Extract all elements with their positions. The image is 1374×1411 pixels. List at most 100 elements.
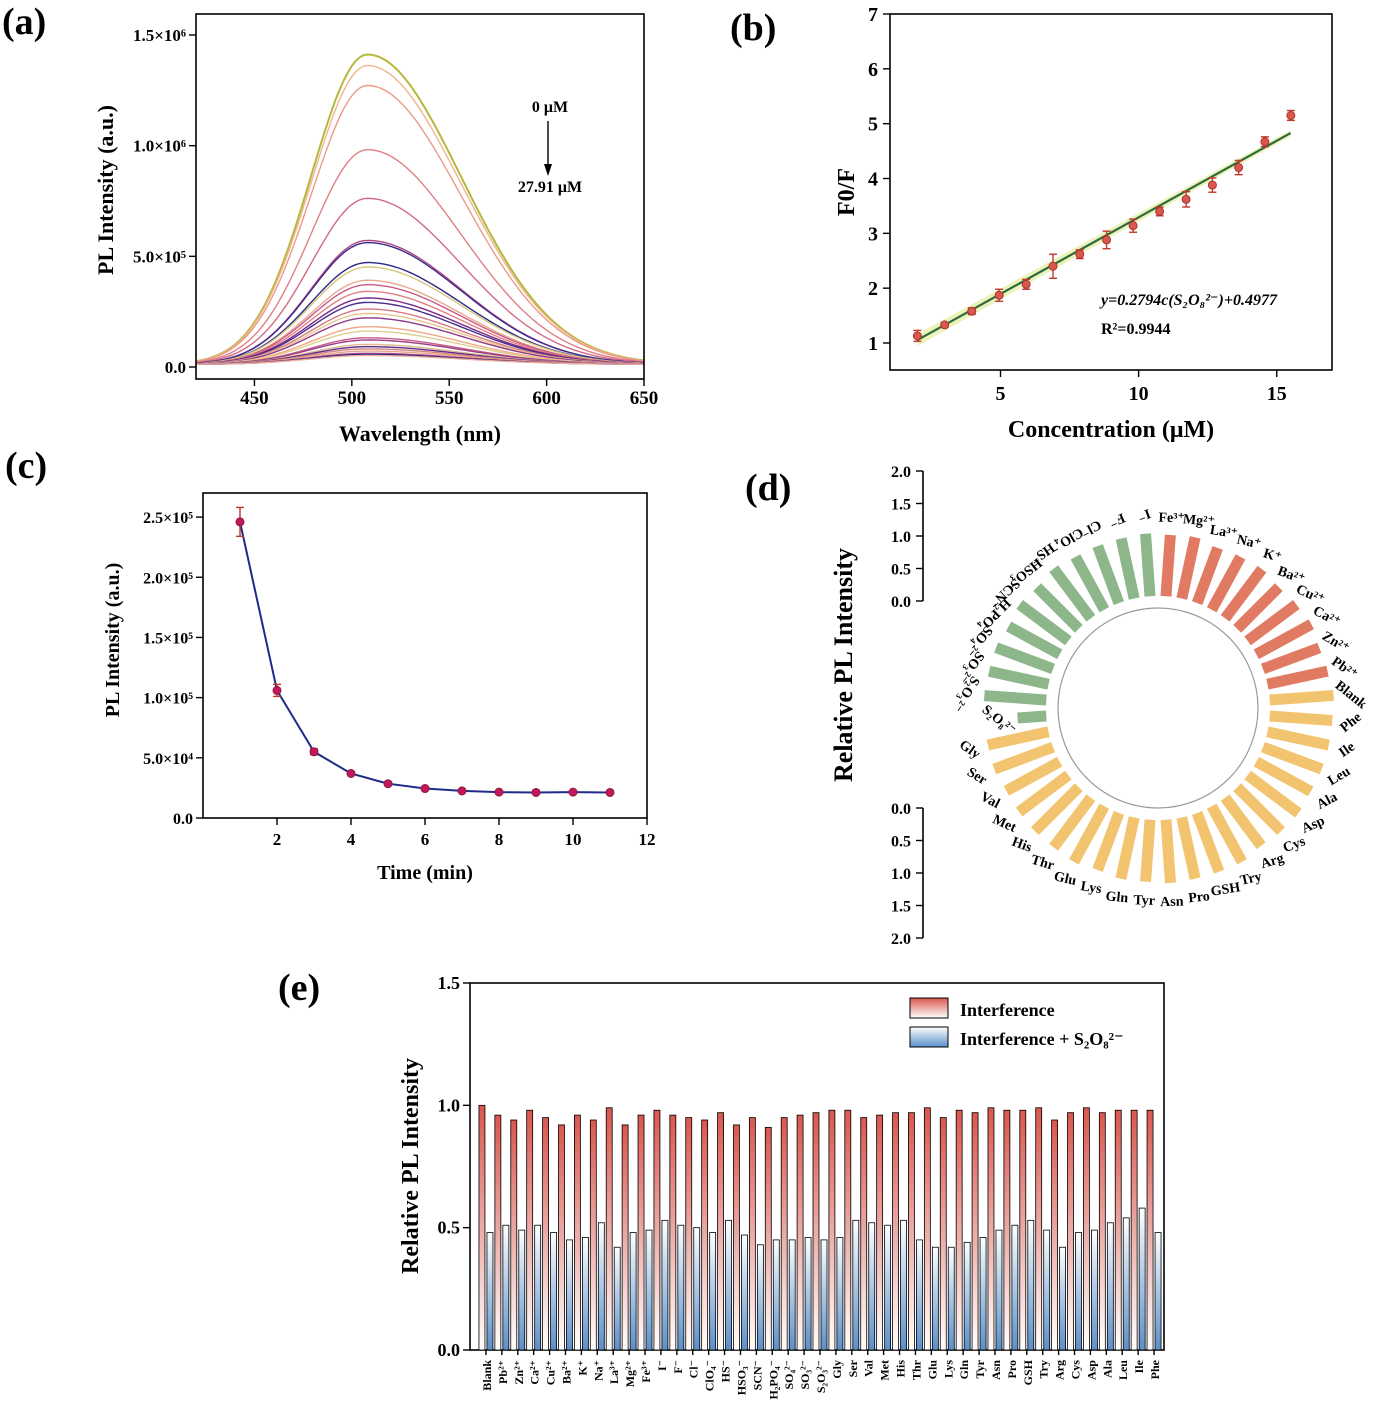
panel-e-category-label-11: I⁻ [655, 1360, 669, 1371]
panel-e-bar-interference-16 [733, 1124, 740, 1351]
panel-d-label-12: Ile [1337, 740, 1358, 761]
panel-d-bar-28 [1015, 770, 1072, 817]
panel-e-bar-interference-38 [1083, 1107, 1090, 1351]
panel-e-bar-interference-17 [748, 1117, 756, 1351]
panel-e-category-label-7: Na⁺ [591, 1360, 605, 1381]
panel-d-bar-11 [1269, 710, 1333, 726]
panel-e-bar-interference-8 [605, 1107, 613, 1351]
panel-b-ytick-label-5: 6 [868, 59, 878, 81]
panel-e-bar-s2o8-13 [693, 1227, 701, 1351]
panel-d-label-30: Ser [964, 765, 989, 788]
panel-a-spectrum-2 [195, 84, 645, 363]
panel-e-bar-s2o8-32 [995, 1229, 1003, 1351]
panel-e-bar-interference-7 [589, 1119, 597, 1351]
panel-d-lower-tick-label-2: 1.0 [891, 866, 911, 883]
panel-e-category-label-30: Gln [957, 1360, 971, 1380]
panel-e-bars [478, 1104, 1162, 1351]
panel-d-label-25: Glu [1052, 869, 1078, 889]
panel-e-bar-s2o8-17 [756, 1244, 764, 1351]
panel-a-xtick-label-0: 450 [240, 388, 269, 409]
panel-b-point-5 [1048, 261, 1058, 271]
panel-c-line [239, 521, 611, 794]
panel-b-point-12 [1234, 163, 1244, 173]
panel-d-bar-12 [1266, 726, 1330, 751]
panel-e-bar-interference-26 [892, 1112, 899, 1351]
panel-d-label-3: Na⁺ [1235, 533, 1262, 553]
panel-d-upper-tick-label-0: 0.0 [891, 594, 911, 611]
panel-b-point-14 [1286, 110, 1296, 120]
panel-d-bar-5 [1233, 583, 1283, 633]
panel-d-bar-37 [1016, 600, 1072, 646]
panel-label-d: (d) [745, 467, 791, 509]
panel-e-category-label-10: Fe³⁺ [639, 1360, 653, 1383]
panel-e-category-label-40: Leu [1116, 1360, 1130, 1380]
panel-e-bar-interference-25 [876, 1114, 884, 1351]
panel-d-upper-tick-label-2: 1.0 [891, 529, 911, 546]
panel-b-points [912, 109, 1296, 343]
panel-a-ylabel: PL Intensity (a.u.) [93, 105, 118, 275]
panel-e-bar-interference-27 [908, 1112, 915, 1351]
panel-d-label-4: K⁺ [1261, 546, 1283, 566]
panel-c-ytick-label-3: 1.5×10⁵ [143, 630, 193, 647]
panel-e-bar-interference-10 [637, 1114, 645, 1351]
panel-e-bar-s2o8-5 [566, 1239, 573, 1351]
panel-b-point-9 [1155, 206, 1165, 216]
panel-e-bar-interference-1 [494, 1114, 502, 1351]
panel-c-xtick-label-2: 6 [421, 830, 430, 849]
panel-e-bar-s2o8-31 [979, 1237, 987, 1351]
panel-e-bar-interference-33 [1003, 1109, 1011, 1351]
panel-e-category-label-0: Blank [480, 1360, 494, 1391]
panel-e-category-label-14: ClO₄⁻ [703, 1360, 717, 1391]
panel-b-xtick-label-1: 10 [1129, 383, 1149, 405]
panel-e-ytick-label-3: 1.5 [438, 973, 461, 993]
panel-d-bar-21 [1160, 819, 1176, 884]
panel-d-bar-25 [1069, 803, 1110, 865]
panel-a-spectrum-8 [195, 266, 645, 365]
panel-b-equation: y=0.2794c(S₂O₈²⁻)+0.4977 [1099, 292, 1278, 309]
panel-e-bar-interference-30 [955, 1109, 963, 1351]
panel-d-label-32: S₂O₈²⁻ [979, 703, 1019, 739]
panel-e-bar-interference-19 [780, 1117, 788, 1351]
panel-e-bar-interference-6 [573, 1114, 581, 1351]
panel-d-label-2: La³⁺ [1209, 523, 1239, 542]
panel-e-category-label-2: Zn²⁺ [512, 1360, 526, 1385]
panel-c-xtick-label-0: 2 [273, 830, 282, 849]
panel-e-bar-s2o8-15 [725, 1219, 732, 1351]
panel-e-bar-interference-32 [987, 1107, 995, 1351]
panel-e-ylabel: Relative PL Intensity [398, 1058, 424, 1274]
panel-a-spectrum-27 [195, 354, 644, 365]
panel-d-bar-4 [1220, 565, 1267, 622]
panel-d-label-26: Thr [1029, 853, 1056, 874]
panel-e-bar-interference-14 [701, 1119, 709, 1351]
panel-d-lower-tick-label-3: 1.5 [891, 899, 911, 916]
panel-d-label-18: Try [1239, 869, 1263, 888]
panel-e-bar-s2o8-23 [852, 1219, 860, 1351]
panel-e-bar-interference-41 [1130, 1109, 1138, 1351]
panel-a-chart: 450 500 550 600 6500.05.0×10⁵1.0×10⁶1.5×10⁶ … [93, 13, 658, 446]
panel-d-label-13: Leu [1325, 764, 1353, 789]
panel-d-label-29: Val [978, 790, 1003, 812]
panel-d-bar-29 [1003, 756, 1063, 796]
panel-d-lower-tick-label-0: 0.0 [891, 801, 911, 818]
panel-d-bar-16 [1233, 783, 1285, 835]
panel-d-label-8: Zn²⁺ [1319, 629, 1351, 657]
panel-d-bar-39 [1049, 565, 1096, 622]
panel-e-category-label-37: Cys [1069, 1360, 1083, 1380]
panel-d-label-10: Blank [1332, 678, 1369, 712]
panel-e-category-label-16: HSO₃⁻ [734, 1360, 748, 1395]
panel-d-chart: 0.00.51.01.52.00.00.51.01.52.0 Fe³⁺Mg²⁺L… [829, 464, 1369, 948]
panel-d-bar-8 [1261, 642, 1322, 675]
panel-e-bar-s2o8-7 [597, 1222, 605, 1351]
panel-e-bar-interference-34 [1019, 1109, 1027, 1351]
panel-e-bar-interference-9 [621, 1124, 629, 1351]
panel-d-bar-19 [1191, 811, 1225, 874]
panel-label-a: (a) [2, 1, 46, 43]
panel-c-point-1 [272, 685, 282, 695]
panel-e-bar-s2o8-12 [677, 1224, 685, 1351]
panel-d-bar-0 [1160, 534, 1176, 597]
panel-e-bar-interference-3 [526, 1109, 534, 1351]
panel-d-label-23: Gln [1105, 889, 1129, 906]
panel-c-ylabel: PL Intensity (a.u.) [102, 563, 124, 717]
panel-b-point-4 [1021, 279, 1031, 289]
panel-b-point-1 [940, 320, 950, 330]
